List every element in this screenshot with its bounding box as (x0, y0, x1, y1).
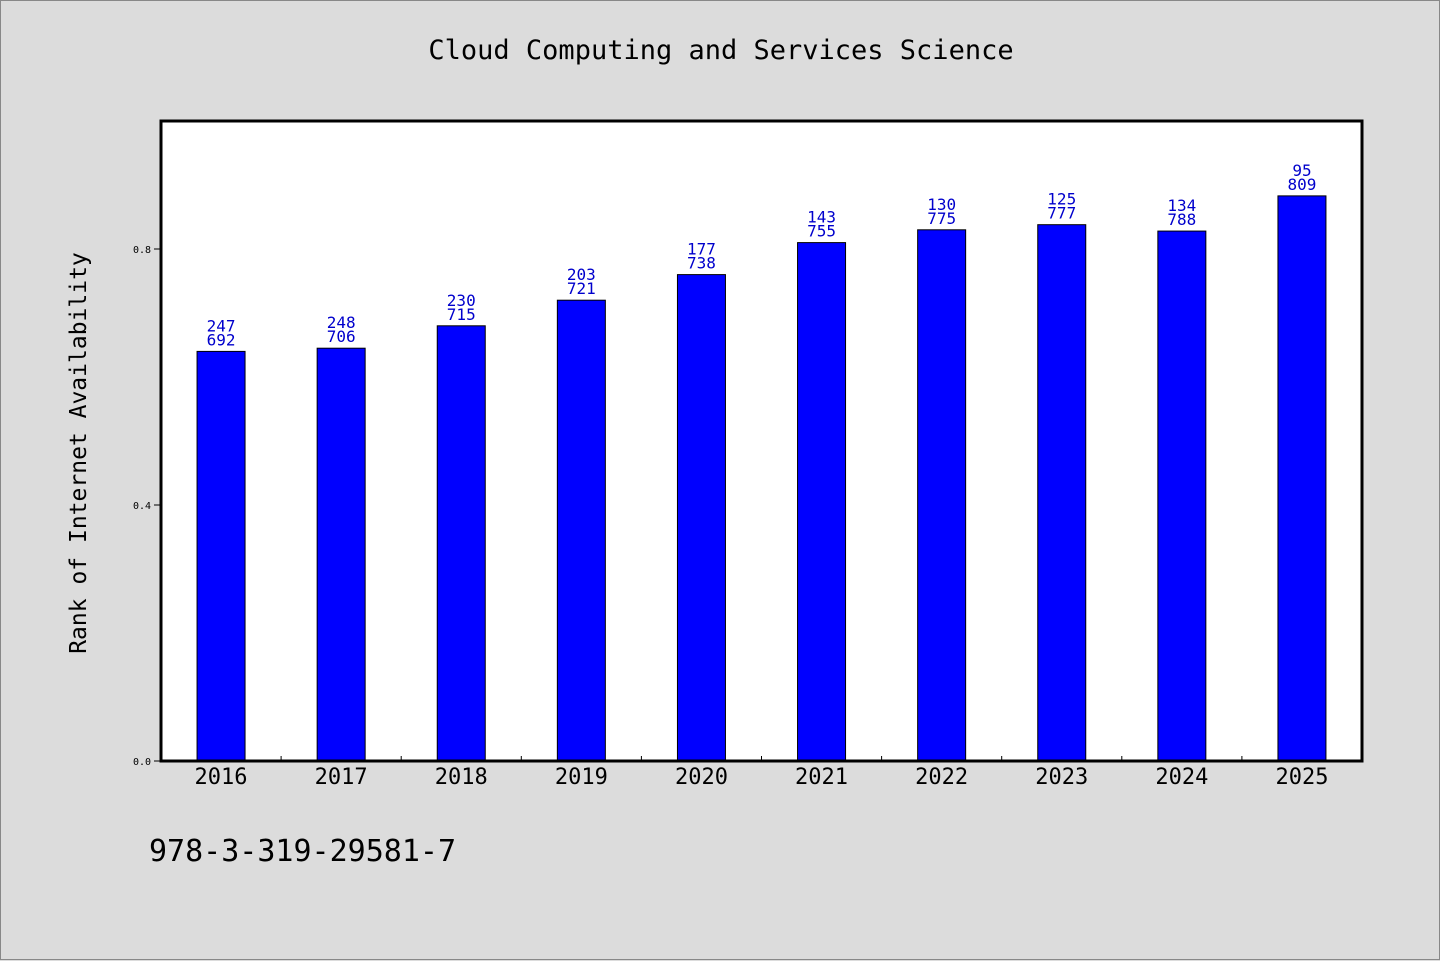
bar (797, 242, 847, 762)
bar-annotation-bottom: 755 (807, 222, 836, 241)
bar-annotation-bottom: 788 (1167, 210, 1196, 229)
bar (316, 347, 366, 762)
bar (1277, 195, 1327, 762)
x-tick-label: 2017 (315, 765, 368, 790)
isbn-code: 978-3-319-29581-7 (149, 834, 457, 869)
x-tick-label: 2021 (795, 765, 848, 790)
plot-border (159, 119, 1364, 763)
x-tick-label: 2016 (195, 765, 248, 790)
bar-annotation-top: 134 (1167, 196, 1196, 215)
bar-annotation-bottom: 715 (447, 305, 476, 324)
bar-annotation-bottom: 706 (327, 327, 356, 346)
bar (436, 325, 486, 762)
x-tick-label: 2023 (1035, 765, 1088, 790)
bar-annotation-bottom: 692 (207, 330, 236, 349)
bar-annotation-top: 203 (567, 265, 596, 284)
chart-title: Cloud Computing and Services Science (428, 35, 1014, 66)
bar-annotation-top: 130 (927, 195, 956, 214)
x-tick-label: 2024 (1155, 765, 1208, 790)
x-tick-label: 2018 (435, 765, 488, 790)
bar-annotation-top: 143 (807, 208, 836, 227)
bar-annotation-bottom: 809 (1287, 175, 1316, 194)
bar (1037, 224, 1087, 762)
y-tick-label: 0.8 (133, 245, 151, 256)
bar-annotation-top: 177 (687, 240, 716, 259)
bar-annotation-top: 95 (1292, 161, 1311, 180)
bar-annotation-top: 248 (327, 313, 356, 332)
bar-annotation-top: 125 (1047, 190, 1076, 209)
bar (1157, 230, 1207, 762)
x-tick-label: 2020 (675, 765, 728, 790)
bar-annotation-bottom: 775 (927, 209, 956, 228)
bar-annotation-top: 230 (447, 291, 476, 310)
bar-annotation-top: 247 (207, 316, 236, 335)
bar-annotation-bottom: 777 (1047, 204, 1076, 223)
x-tick-label: 2022 (915, 765, 968, 790)
bar (917, 229, 967, 762)
y-tick-label: 0.4 (133, 501, 151, 512)
x-tick-label: 2025 (1275, 765, 1328, 790)
x-tick-label: 2019 (555, 765, 608, 790)
bar (556, 299, 606, 762)
bar (196, 350, 246, 762)
bar-annotation-bottom: 738 (687, 254, 716, 273)
y-tick-label: 0.0 (133, 757, 151, 768)
bar-annotation-bottom: 721 (567, 279, 596, 298)
bar (676, 274, 726, 762)
